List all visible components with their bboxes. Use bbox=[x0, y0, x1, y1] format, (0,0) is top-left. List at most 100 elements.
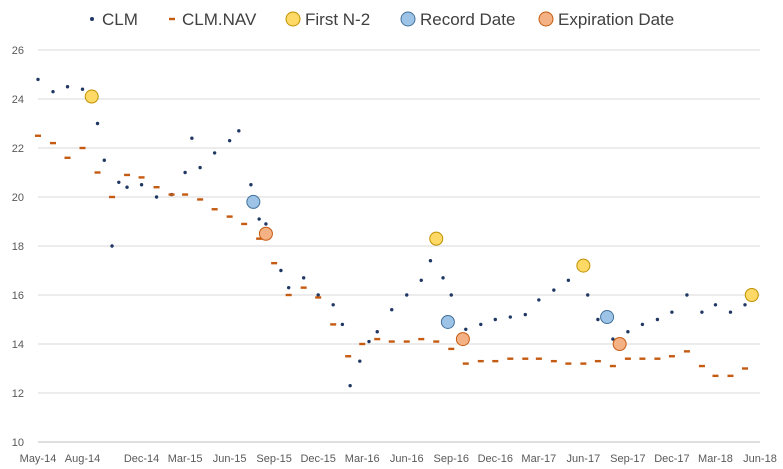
x-tick-label: Sep-17 bbox=[610, 453, 645, 465]
clm-point bbox=[449, 293, 453, 297]
clm-point bbox=[154, 195, 159, 199]
plot-area bbox=[35, 77, 759, 388]
clm-point bbox=[190, 136, 194, 140]
clm-point bbox=[183, 170, 187, 175]
y-tick-label: 26 bbox=[12, 45, 24, 57]
event-marker bbox=[429, 231, 444, 246]
clm-point bbox=[316, 293, 320, 297]
x-tick-label: Dec-14 bbox=[124, 453, 159, 465]
nav-point bbox=[109, 195, 116, 199]
nav-point bbox=[712, 374, 719, 378]
nav-point bbox=[698, 364, 705, 368]
clm-point bbox=[237, 129, 241, 133]
y-tick-label: 20 bbox=[12, 192, 24, 204]
legend-swatch bbox=[90, 17, 94, 21]
nav-point bbox=[197, 198, 204, 201]
event-marker bbox=[246, 194, 261, 209]
clm-point bbox=[249, 183, 253, 187]
clm-point bbox=[367, 339, 371, 344]
nav-point bbox=[462, 362, 469, 365]
clm-point bbox=[117, 180, 121, 184]
clm-point bbox=[713, 303, 718, 307]
nav-point bbox=[345, 355, 352, 358]
clm-point bbox=[586, 293, 590, 297]
clm-point bbox=[65, 85, 70, 89]
nav-point bbox=[79, 146, 86, 150]
clm-point bbox=[375, 330, 379, 334]
clm-point bbox=[523, 312, 528, 317]
y-axis-tick-labels: 10 12 14 16 18 20 22 24 26 bbox=[12, 45, 24, 449]
clm-point bbox=[102, 158, 106, 162]
y-tick-label: 22 bbox=[12, 143, 24, 155]
x-tick-label: Mar-15 bbox=[168, 453, 203, 465]
x-tick-label: Mar-16 bbox=[345, 453, 380, 465]
nav-point bbox=[683, 350, 690, 353]
clm-point bbox=[700, 310, 704, 314]
nav-point bbox=[241, 222, 248, 226]
y-tick-label: 24 bbox=[12, 94, 24, 106]
clm-point bbox=[428, 259, 433, 263]
nav-point bbox=[418, 337, 425, 341]
clm-point bbox=[139, 183, 144, 187]
clm-point bbox=[80, 87, 85, 91]
clm-point bbox=[552, 288, 556, 292]
nav-point bbox=[609, 364, 616, 368]
nav-point bbox=[226, 215, 233, 218]
clm-point bbox=[728, 310, 733, 314]
x-tick-label: Jun-15 bbox=[213, 453, 247, 465]
x-tick-label: Mar-18 bbox=[698, 453, 733, 465]
event-marker bbox=[612, 337, 627, 351]
clm-point bbox=[36, 77, 40, 82]
legend-label: Expiration Date bbox=[558, 10, 674, 29]
series-expiration-date bbox=[258, 226, 627, 351]
clm-point bbox=[279, 268, 283, 273]
clm-point bbox=[110, 244, 114, 248]
legend-item: CLM.NAV bbox=[169, 10, 257, 29]
legend-item: CLM bbox=[90, 10, 138, 29]
clm-point bbox=[441, 276, 445, 280]
legend-item: Expiration Date bbox=[538, 10, 674, 29]
x-tick-label: Jun-17 bbox=[567, 453, 601, 465]
series-clm bbox=[36, 77, 747, 388]
event-marker bbox=[84, 89, 99, 104]
clm-point bbox=[95, 121, 100, 126]
nav-point bbox=[654, 357, 661, 360]
x-tick-label: Aug-14 bbox=[65, 453, 100, 465]
nav-point bbox=[285, 293, 292, 297]
clm-point bbox=[301, 276, 306, 280]
legend-swatch bbox=[538, 11, 554, 27]
nav-point bbox=[594, 359, 601, 363]
nav-point bbox=[138, 176, 145, 179]
nav-point bbox=[741, 367, 748, 370]
nav-point bbox=[448, 347, 455, 351]
clm-point bbox=[655, 317, 660, 322]
nav-point bbox=[330, 323, 337, 326]
clm-point bbox=[493, 317, 497, 322]
clm-point bbox=[331, 303, 335, 307]
x-tick-label: Dec-16 bbox=[478, 453, 513, 465]
series-record-date bbox=[246, 194, 615, 329]
legend-swatch bbox=[169, 17, 175, 21]
legend-item: Record Date bbox=[400, 10, 515, 29]
clm-point bbox=[340, 322, 345, 327]
nav-point bbox=[388, 340, 395, 343]
nav-point bbox=[374, 337, 381, 341]
nav-point bbox=[300, 286, 307, 289]
clm-point bbox=[227, 138, 232, 143]
nav-point bbox=[522, 357, 529, 360]
clm-point bbox=[390, 308, 394, 312]
nav-point bbox=[94, 171, 101, 174]
x-tick-label: Dec-15 bbox=[300, 453, 335, 465]
nav-point bbox=[639, 357, 646, 360]
clm-point bbox=[537, 298, 541, 302]
x-tick-label: Jun-16 bbox=[390, 453, 424, 465]
legend-label: Record Date bbox=[420, 10, 515, 29]
clm-point bbox=[626, 330, 630, 334]
clm-point bbox=[640, 322, 645, 327]
clm-point bbox=[596, 317, 600, 322]
nav-point bbox=[168, 193, 175, 196]
nav-point bbox=[433, 340, 440, 343]
event-marker bbox=[744, 288, 759, 302]
nav-point bbox=[211, 208, 218, 211]
clm-point bbox=[405, 293, 409, 297]
